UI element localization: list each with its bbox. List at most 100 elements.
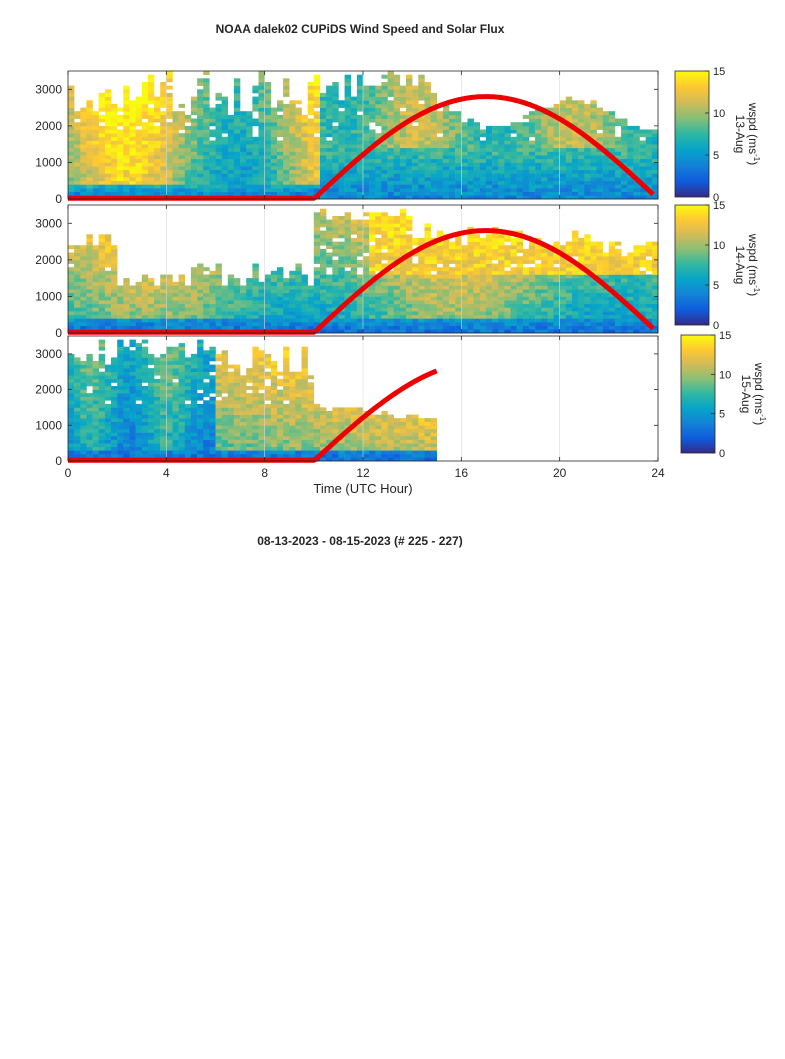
heatmap-cell [356, 311, 364, 316]
heatmap-cell [369, 311, 376, 316]
heatmap-cell [86, 129, 93, 134]
heatmap-cell [123, 133, 130, 138]
heatmap-cell [590, 158, 597, 163]
heatmap-cell [553, 195, 560, 200]
heatmap-cell [98, 425, 106, 430]
heatmap-cell [455, 292, 462, 297]
heatmap-cell [270, 129, 278, 134]
heatmap-cell [590, 100, 597, 105]
heatmap-cell [190, 188, 198, 192]
heatmap-cell [270, 162, 278, 167]
heatmap-cell [406, 107, 413, 112]
heatmap-cell [104, 425, 112, 430]
heatmap-cell [184, 147, 192, 152]
heatmap-cell [621, 188, 628, 192]
heatmap-cell [104, 396, 112, 401]
heatmap-cell [596, 300, 603, 305]
heatmap-cell [74, 307, 81, 312]
heatmap-cell [123, 96, 130, 101]
heatmap-cell [289, 289, 296, 294]
heatmap-cell [492, 151, 499, 156]
heatmap-cell [492, 281, 499, 286]
heatmap-cell [344, 296, 351, 301]
heatmap-cell [375, 311, 382, 316]
heatmap-cell [608, 169, 616, 174]
heatmap-cell [203, 292, 210, 297]
heatmap-cell [178, 155, 185, 160]
heatmap-cell [436, 118, 444, 123]
heatmap-cell [166, 166, 173, 171]
heatmap-cell [277, 147, 284, 152]
heatmap-cell [68, 278, 75, 283]
heatmap-cell [596, 329, 603, 334]
heatmap-cell [215, 263, 222, 268]
heatmap-cell [104, 180, 112, 185]
heatmap-cell [68, 111, 75, 116]
heatmap-cell [399, 303, 407, 308]
heatmap-cell [356, 85, 364, 90]
heatmap-cell [381, 322, 388, 326]
heatmap-cell [104, 443, 112, 447]
heatmap-cell [344, 118, 351, 123]
heatmap-cell [98, 274, 106, 279]
heatmap-cell [485, 307, 493, 312]
heatmap-cell [264, 158, 272, 163]
heatmap-cell [74, 450, 81, 455]
heatmap-cell [522, 303, 530, 308]
heatmap-cell [92, 371, 99, 376]
heatmap-cell [473, 195, 480, 200]
heatmap-cell [418, 122, 425, 127]
heatmap-cell [246, 177, 253, 182]
heatmap-cell [393, 307, 401, 312]
heatmap-cell [547, 289, 554, 294]
heatmap-cell [350, 100, 358, 105]
heatmap-cell [418, 169, 425, 174]
heatmap-cell [92, 393, 99, 397]
heatmap-cell [492, 125, 499, 130]
heatmap-cell [197, 191, 204, 196]
heatmap-cell [283, 136, 290, 141]
heatmap-cell [74, 421, 81, 426]
heatmap-cell [313, 166, 321, 171]
heatmap-cell [504, 318, 511, 323]
heatmap-cell [449, 184, 456, 189]
heatmap-cell [399, 173, 407, 178]
heatmap-cell [301, 311, 308, 316]
heatmap-cell [406, 184, 413, 189]
heatmap-cell [485, 195, 493, 200]
heatmap-cell [651, 296, 659, 301]
heatmap-cell [584, 191, 591, 196]
heatmap-cell [492, 191, 499, 196]
heatmap-cell [190, 147, 198, 152]
heatmap-cell [301, 184, 308, 189]
heatmap-cell [147, 184, 155, 189]
heatmap-cell [240, 191, 247, 196]
heatmap-cell [559, 125, 567, 130]
heatmap-cell [498, 158, 505, 163]
heatmap-cell [68, 371, 75, 376]
heatmap-cell [621, 270, 628, 275]
heatmap-cell [559, 274, 567, 279]
heatmap-cell [350, 147, 358, 152]
heatmap-cell [111, 407, 118, 412]
heatmap-cell [258, 125, 265, 130]
heatmap-cell [387, 259, 394, 264]
heatmap-cell [233, 188, 241, 192]
heatmap-cell [356, 151, 364, 156]
heatmap-cell [160, 118, 167, 123]
heatmap-cell [172, 289, 179, 294]
heatmap-cell [68, 386, 75, 390]
heatmap-cell [172, 133, 179, 138]
heatmap-cell [596, 325, 603, 330]
heatmap-cell [215, 325, 222, 330]
heatmap-cell [363, 311, 370, 316]
heatmap-cell [547, 195, 554, 200]
heatmap-cell [326, 89, 333, 94]
heatmap-cell [363, 180, 370, 185]
heatmap-cell [393, 177, 401, 182]
heatmap-cell [141, 191, 149, 196]
heatmap-cell [215, 147, 222, 152]
heatmap-cell [80, 364, 87, 369]
heatmap-cell [98, 450, 106, 455]
heatmap-cell [80, 140, 87, 145]
